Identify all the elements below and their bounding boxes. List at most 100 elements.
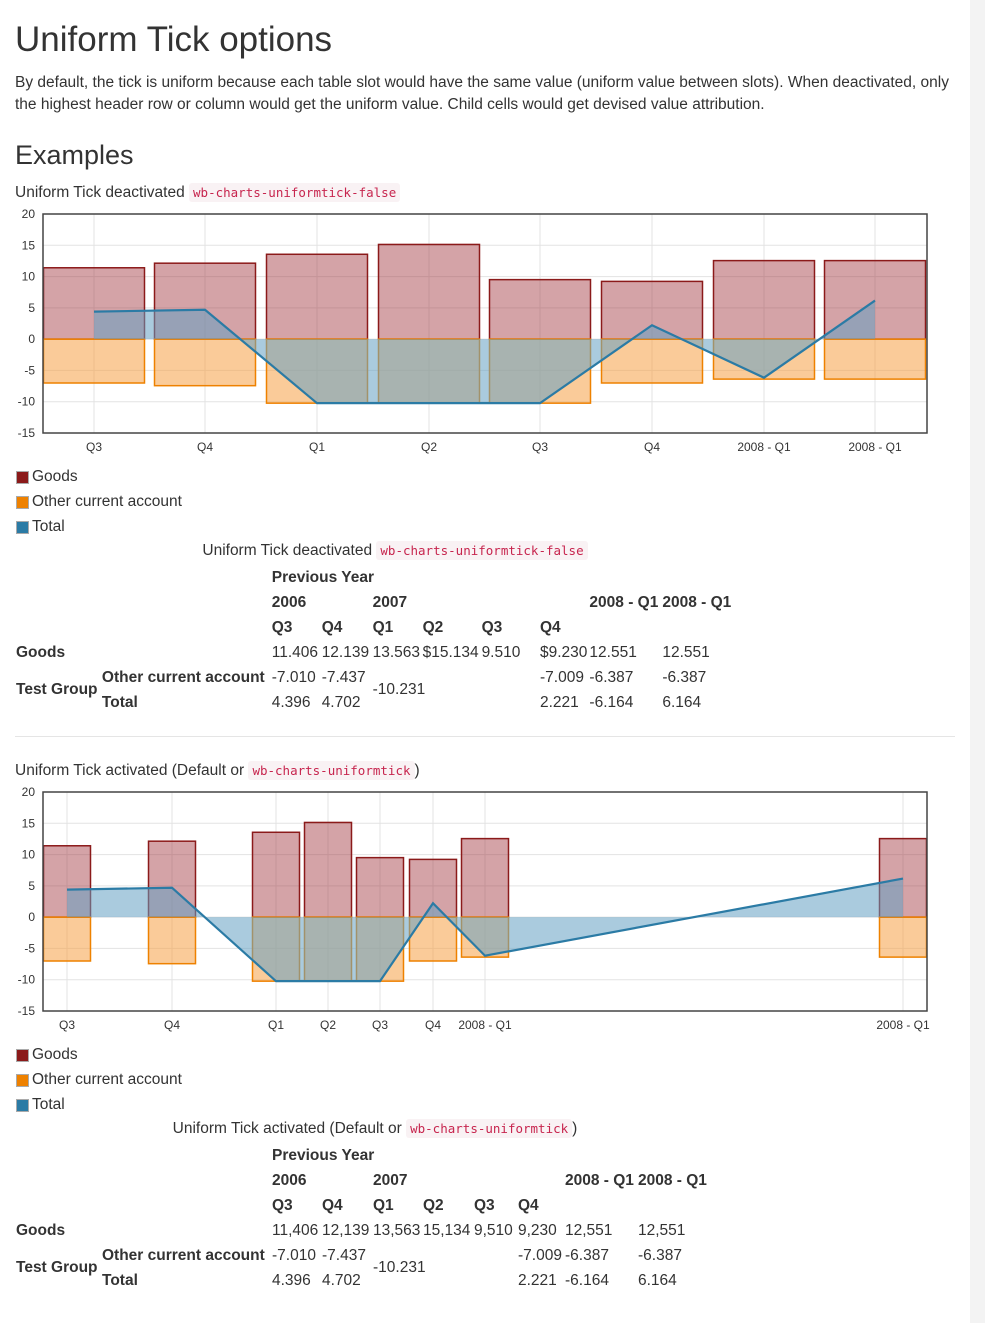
area-total [67,878,903,982]
header-quarter: Q3 [271,618,293,636]
row-header-other: Other current account [101,668,265,686]
y-tick-label: 20 [22,207,36,221]
x-tick-label: Q3 [59,1018,75,1032]
legend-label-total: Total [32,1096,65,1113]
bar-goods [460,837,510,918]
header-quarter: Q3 [474,1196,495,1214]
chart2-legend: Goods Other current account Total [15,1045,182,1120]
bar-goods [303,821,353,918]
y-tick-label: -15 [18,426,36,440]
bar-other [153,338,257,387]
legend-item-other: Other current account [15,1070,182,1095]
example1-caption-text: Uniform Tick deactivated [15,184,185,201]
table-cell: 4.702 [322,1271,361,1289]
bar-other [42,916,92,962]
legend-swatch-other [16,1074,29,1087]
examples-heading: Examples [15,140,134,170]
y-tick-label: -10 [18,395,36,409]
table-cell: 15,134 [423,1221,471,1239]
table-row: Previous Year [15,565,775,590]
table-cell: 11,406 [272,1221,319,1239]
y-tick-label: -10 [18,973,36,987]
table-cell-merged: -10.231 [372,681,426,698]
y-tick-label: 0 [28,910,35,924]
example2-caption-text: Uniform Tick activated (Default or [15,762,245,779]
y-tick-label: 15 [22,238,36,252]
legend-swatch-other [16,496,29,509]
table-cell: 12,551 [638,1221,686,1239]
table2-caption: Uniform Tick activated (Default or wb-ch… [15,1118,735,1143]
x-tick-label: 2008 - Q1 [737,440,791,454]
x-tick-label: Q4 [425,1018,441,1032]
row-header-other: Other current account [102,1246,265,1264]
x-tick-label: Q4 [197,440,213,454]
header-quarter: Q1 [373,1196,394,1214]
table1-caption: Uniform Tick deactivated wb-charts-unifo… [15,540,775,565]
bar-other [42,338,146,384]
table-cell: 9.510 [481,643,521,661]
row-header-goods: Goods [16,1221,66,1239]
table-cell: -7.010 [272,1246,316,1264]
table-cell: 4.702 [321,693,361,711]
bar-goods [251,831,301,918]
bar-goods [488,278,592,340]
header-quarter: Q4 [321,618,343,636]
header-2008-q1-a: 2008 - Q1 [589,594,659,611]
legend-label-total: Total [32,518,65,535]
plot-frame [42,791,928,1012]
bar-other [878,916,928,958]
example1-caption-code: wb-charts-uniformtick-false [189,183,401,202]
table-cell: 2.221 [518,1271,557,1289]
line-total [66,877,904,983]
example2-caption-code: wb-charts-uniformtick [248,761,415,780]
legend-swatch-goods [16,471,29,484]
legend-item-other: Other current account [15,492,182,517]
header-quarter: Q4 [518,1196,539,1214]
table1-caption-text: Uniform Tick deactivated [202,542,373,559]
row-header-test-group: Test Group [16,681,98,698]
data-table-1: Uniform Tick deactivated wb-charts-unifo… [15,540,775,715]
table-cell-merged: -10.231 [373,1259,426,1276]
table-cell: -6.387 [565,1246,609,1264]
table-row: Previous Year [15,1143,735,1168]
y-tick-label: 0 [28,332,35,346]
table1-caption-code: wb-charts-uniformtick-false [376,541,588,560]
row-header-goods: Goods [16,643,66,661]
x-tick-label: Q3 [86,440,102,454]
table2-caption-suffix: ) [572,1120,578,1137]
table-cell: 12,551 [565,1221,613,1239]
x-tick-label: 2008 - Q1 [848,440,902,454]
y-tick-label: -5 [24,363,35,377]
chart-uniform-tick-deactivated: 20 15 10 5 0 -5 -10 -15 Q3 Q4 Q1 Q2 Q3 Q4 2008 - Q1 200… [18,207,928,454]
header-2008-q1-a: 2008 - Q1 [565,1172,634,1189]
table2-caption-code: wb-charts-uniformtick [406,1119,573,1138]
area-total [94,300,875,404]
y-tick-label: 10 [22,848,36,862]
table-row: 2006 2007 2008 - Q1 2008 - Q1 [15,590,775,615]
header-2006: 2006 [272,1171,307,1189]
table-row: Goods 11,406 12,139 13,563 15,134 9,510 … [15,1218,735,1243]
row-header-test-group: Test Group [16,1259,98,1276]
legend-item-total: Total [15,1095,182,1120]
row-header-total: Total [101,693,138,711]
table-cell: -6.164 [589,693,634,711]
bar-goods [712,259,816,340]
table-cell: -6.164 [565,1271,609,1289]
header-2008-q1-b: 2008 - Q1 [662,594,732,611]
legend-item-total: Total [15,517,182,542]
example2-caption-suffix: ) [414,762,420,779]
table-row: Total 4.396 4.702 2.221 -6.164 6.164 [15,1268,735,1293]
table-cell: -6.387 [638,1246,682,1264]
table-cell: 9,510 [474,1221,513,1239]
header-quarter: Q3 [272,1196,293,1214]
header-previous-year: Previous Year [272,1146,375,1164]
table-cell: $9.230 [539,643,588,661]
bar-goods [265,253,369,340]
y-tick-label: -15 [18,1004,36,1018]
table-cell: 12.139 [321,643,370,661]
table-cell: 11.406 [271,643,319,661]
right-gutter [970,0,985,1323]
header-2008-q1-b: 2008 - Q1 [638,1172,707,1189]
table-row: Goods 11.406 12.139 13.563 $15.134 9.510… [15,640,775,665]
table-cell: 4.396 [271,693,311,711]
